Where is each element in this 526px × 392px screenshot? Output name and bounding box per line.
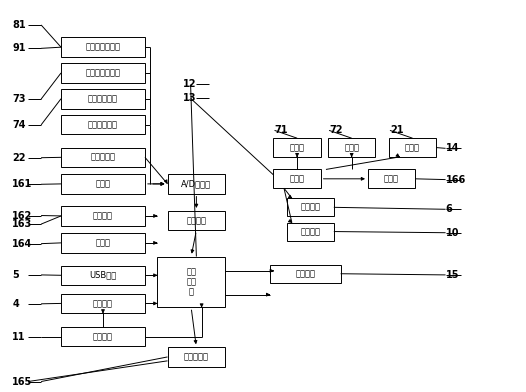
Text: 10: 10 bbox=[446, 228, 459, 238]
Text: 164: 164 bbox=[12, 239, 33, 249]
Text: 74: 74 bbox=[12, 120, 26, 130]
Text: 上水位传感器: 上水位传感器 bbox=[88, 94, 118, 103]
Text: 摊像头: 摊像头 bbox=[96, 238, 110, 247]
Text: 车载电源: 车载电源 bbox=[93, 332, 113, 341]
FancyBboxPatch shape bbox=[61, 63, 145, 83]
FancyBboxPatch shape bbox=[61, 89, 145, 109]
FancyBboxPatch shape bbox=[61, 37, 145, 57]
FancyBboxPatch shape bbox=[61, 233, 145, 252]
FancyBboxPatch shape bbox=[287, 223, 334, 241]
FancyBboxPatch shape bbox=[274, 169, 321, 188]
FancyBboxPatch shape bbox=[167, 347, 225, 367]
FancyBboxPatch shape bbox=[270, 265, 341, 283]
Text: 节能电路: 节能电路 bbox=[93, 299, 113, 308]
Text: 12: 12 bbox=[183, 78, 197, 89]
Text: 14: 14 bbox=[446, 143, 459, 153]
Text: 161: 161 bbox=[12, 179, 33, 189]
Text: 163: 163 bbox=[12, 219, 33, 229]
Text: 6: 6 bbox=[446, 204, 452, 214]
Text: 81: 81 bbox=[12, 20, 26, 30]
Text: 放大电路: 放大电路 bbox=[186, 216, 206, 225]
Text: 165: 165 bbox=[12, 377, 33, 387]
Text: 22: 22 bbox=[12, 153, 26, 163]
Text: 中央
控制
器: 中央 控制 器 bbox=[186, 267, 196, 297]
FancyBboxPatch shape bbox=[61, 147, 145, 167]
FancyBboxPatch shape bbox=[167, 174, 225, 194]
FancyBboxPatch shape bbox=[328, 138, 375, 157]
Text: USB接口: USB接口 bbox=[89, 271, 117, 280]
Text: 数据模块: 数据模块 bbox=[295, 269, 315, 278]
Text: 71: 71 bbox=[275, 125, 288, 135]
Text: 91: 91 bbox=[12, 44, 26, 53]
FancyBboxPatch shape bbox=[61, 174, 145, 194]
Text: 21: 21 bbox=[390, 125, 403, 135]
Text: 下水位传感器: 下水位传感器 bbox=[88, 120, 118, 129]
Text: 电磁阀: 电磁阀 bbox=[344, 143, 359, 152]
FancyBboxPatch shape bbox=[368, 169, 415, 188]
FancyBboxPatch shape bbox=[61, 115, 145, 134]
FancyBboxPatch shape bbox=[157, 256, 225, 307]
Text: 冷却装置: 冷却装置 bbox=[300, 227, 320, 236]
Text: 发动机: 发动机 bbox=[405, 143, 420, 152]
FancyBboxPatch shape bbox=[61, 206, 145, 226]
Text: 13: 13 bbox=[183, 93, 197, 103]
Text: 抗水泵: 抗水泵 bbox=[290, 143, 305, 152]
Text: 单片机: 单片机 bbox=[290, 174, 305, 183]
FancyBboxPatch shape bbox=[274, 138, 321, 157]
Text: 5: 5 bbox=[12, 270, 19, 280]
Text: 166: 166 bbox=[446, 174, 466, 185]
Text: 控制按键: 控制按键 bbox=[93, 211, 113, 220]
Text: 11: 11 bbox=[12, 332, 26, 341]
Text: 显示屏: 显示屏 bbox=[384, 174, 399, 183]
FancyBboxPatch shape bbox=[287, 198, 334, 216]
FancyBboxPatch shape bbox=[61, 294, 145, 313]
Text: A/D转换器: A/D转换器 bbox=[181, 180, 211, 189]
Text: 麦克风: 麦克风 bbox=[96, 180, 110, 189]
Text: 第二水位传感器: 第二水位传感器 bbox=[86, 69, 120, 78]
FancyBboxPatch shape bbox=[167, 211, 225, 230]
Text: 第一水位传感器: 第一水位传感器 bbox=[86, 43, 120, 52]
Text: 15: 15 bbox=[446, 270, 459, 280]
Text: 162: 162 bbox=[12, 211, 33, 221]
Text: 73: 73 bbox=[12, 94, 26, 104]
FancyBboxPatch shape bbox=[389, 138, 436, 157]
Text: 4: 4 bbox=[12, 299, 19, 309]
Text: 无线收发器: 无线收发器 bbox=[184, 352, 209, 361]
Text: 温度传感器: 温度传感器 bbox=[90, 153, 116, 162]
Text: 报警系统: 报警系统 bbox=[300, 203, 320, 212]
FancyBboxPatch shape bbox=[61, 327, 145, 347]
FancyBboxPatch shape bbox=[61, 265, 145, 285]
Text: 72: 72 bbox=[329, 125, 342, 135]
